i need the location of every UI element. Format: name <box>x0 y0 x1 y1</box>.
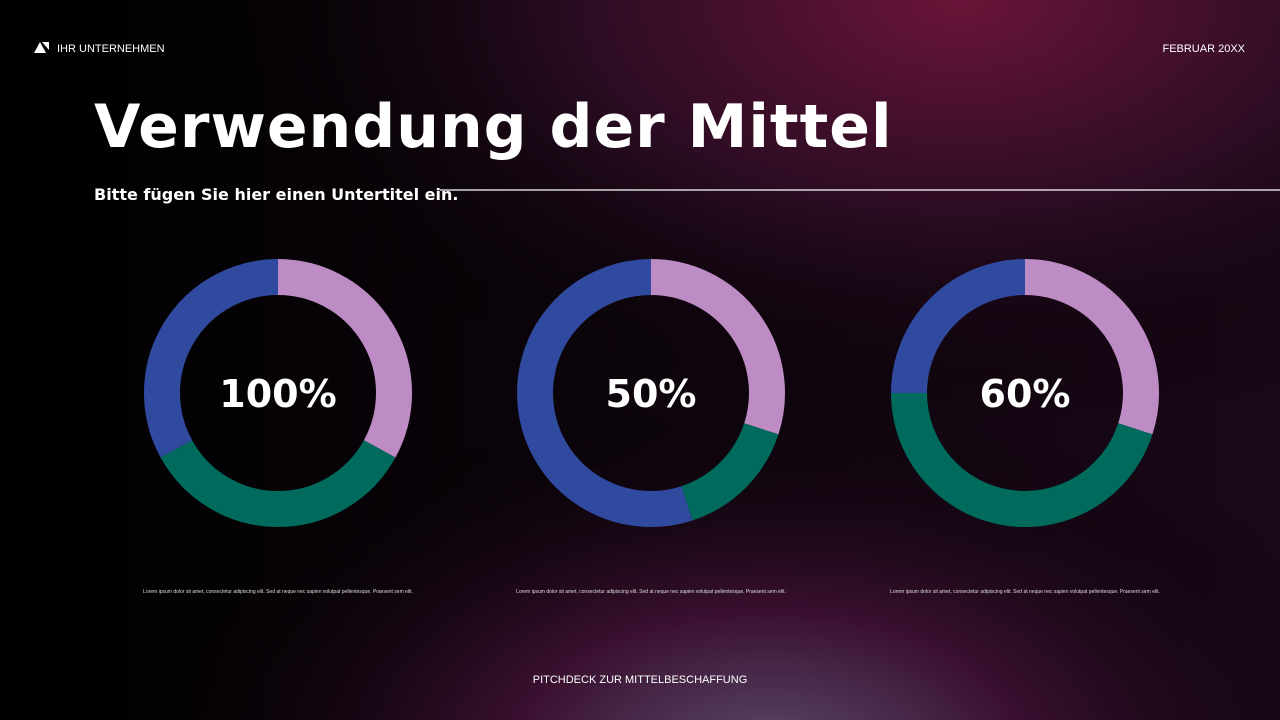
subtitle: Bitte fügen Sie hier einen Untertitel ei… <box>94 185 458 204</box>
donut-segment <box>277 259 412 458</box>
center-label: 60% <box>980 372 1071 416</box>
date: FEBRUAR 20XX <box>1162 43 1245 55</box>
center-label: 100% <box>219 372 336 416</box>
donut-segment <box>891 259 1026 394</box>
donut-segment <box>680 422 779 521</box>
caption: Lorem ipsum dolor sit amet, consectetur … <box>516 589 786 595</box>
donut-segment <box>517 259 693 527</box>
caption: Lorem ipsum dolor sit amet, consectetur … <box>143 589 413 595</box>
caption: Lorem ipsum dolor sit amet, consectetur … <box>890 589 1160 595</box>
center-label: 50% <box>606 372 697 416</box>
donut-segment <box>160 439 396 527</box>
title: Verwendung der Mittel <box>94 92 893 162</box>
company: IHR UNTERNEHMEN <box>57 43 165 55</box>
logo <box>34 42 49 53</box>
donut-segment <box>1024 259 1159 435</box>
footer: PITCHDECK ZUR MITTELBESCHAFFUNG <box>533 674 748 686</box>
donut-segment <box>891 392 1153 527</box>
donut-segment <box>650 259 785 435</box>
donut-segment <box>144 259 279 458</box>
